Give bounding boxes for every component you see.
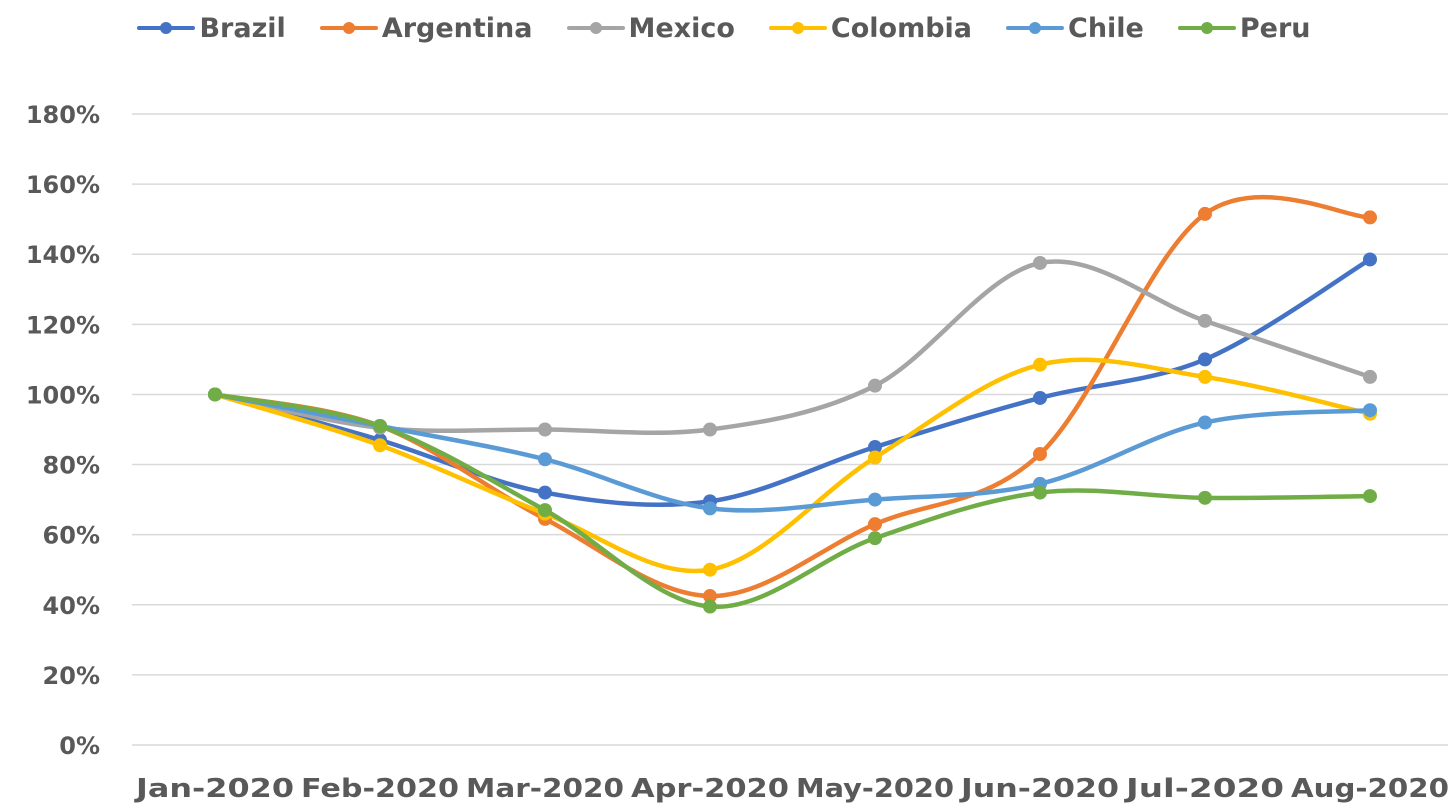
data-point-brazil [538,485,552,500]
data-point-argentina [703,589,717,604]
data-point-peru [538,503,552,518]
x-tick-label: Jan-2020 [134,774,294,804]
data-point-colombia [868,450,882,465]
data-point-mexico [868,378,882,393]
data-point-chile [1198,415,1212,430]
series-mexico [208,255,1377,437]
legend-label: Colombia [830,12,973,44]
y-tick-label: 100% [26,381,100,409]
series-argentina [208,195,1377,604]
data-point-brazil [1033,390,1047,405]
y-tick-label: 20% [43,662,100,690]
series-line-brazil [212,257,1373,508]
data-point-brazil [1363,252,1377,267]
legend-label: Argentina [381,12,533,44]
legend-item-colombia: Colombia [768,12,973,44]
x-tick-label: Aug-2020 [1291,774,1448,804]
data-point-mexico [538,422,552,437]
data-point-argentina [1033,447,1047,462]
x-tick-label: May-2020 [796,774,954,804]
x-tick-label: Jul-2020 [1123,774,1284,804]
legend-swatch-mexico [566,21,625,35]
legend-item-mexico: Mexico [566,12,735,44]
data-point-chile [538,452,552,467]
y-tick-label: 40% [43,592,100,620]
y-tick-label: 180% [26,101,100,129]
legend-swatch-chile [1006,21,1065,35]
series-line-argentina [212,195,1373,599]
legend-item-brazil: Brazil [137,12,286,44]
x-tick-label: Mar-2020 [466,774,624,804]
data-point-brazil [868,440,882,455]
data-point-colombia [1198,369,1212,384]
y-tick-label: 0% [59,732,100,760]
legend-label: Brazil [199,12,286,44]
data-point-argentina [1198,206,1212,221]
data-point-mexico [1033,255,1047,270]
data-point-mexico [1363,369,1377,384]
data-point-brazil [1198,352,1212,367]
series-line-chile [212,392,1373,513]
legend-swatch-peru [1177,21,1236,35]
x-tick-label: Feb-2020 [301,774,459,804]
data-point-chile [868,492,882,507]
legend-item-peru: Peru [1177,12,1311,44]
data-point-colombia [1033,357,1047,372]
data-point-peru [1033,485,1047,500]
series-colombia [208,357,1377,577]
data-point-peru [1198,490,1212,505]
x-tick-label: Jun-2020 [959,774,1119,804]
chart-legend: Brazil Argentina Mexico Colombia Chile Peru [0,8,1448,48]
x-tick-label: Apr-2020 [631,774,789,804]
data-point-colombia [373,438,387,453]
data-point-colombia [703,562,717,577]
data-point-mexico [703,422,717,437]
legend-label: Chile [1068,12,1144,44]
data-point-peru [208,387,222,402]
legend-swatch-argentina [319,21,378,35]
legend-swatch-brazil [137,21,196,35]
y-tick-label: 140% [26,241,100,269]
y-tick-label: 120% [26,311,100,339]
data-point-peru [868,531,882,546]
data-point-chile [703,501,717,516]
data-point-peru [1363,489,1377,504]
series-line-colombia [212,357,1373,574]
series-line-peru [212,392,1373,609]
y-tick-label: 60% [43,522,100,550]
series-peru [208,387,1377,614]
legend-item-argentina: Argentina [319,12,533,44]
data-point-peru [373,418,387,433]
data-point-peru [703,599,717,614]
legend-item-chile: Chile [1006,13,1144,44]
data-point-argentina [1363,210,1377,225]
legend-swatch-colombia [768,21,827,35]
y-tick-label: 160% [26,171,100,199]
legend-label: Mexico [628,12,735,44]
legend-label: Peru [1239,12,1311,44]
data-point-argentina [868,517,882,532]
data-point-mexico [1198,313,1212,328]
series-line-mexico [212,259,1373,436]
y-tick-label: 80% [43,452,100,480]
data-point-chile [1363,403,1377,418]
